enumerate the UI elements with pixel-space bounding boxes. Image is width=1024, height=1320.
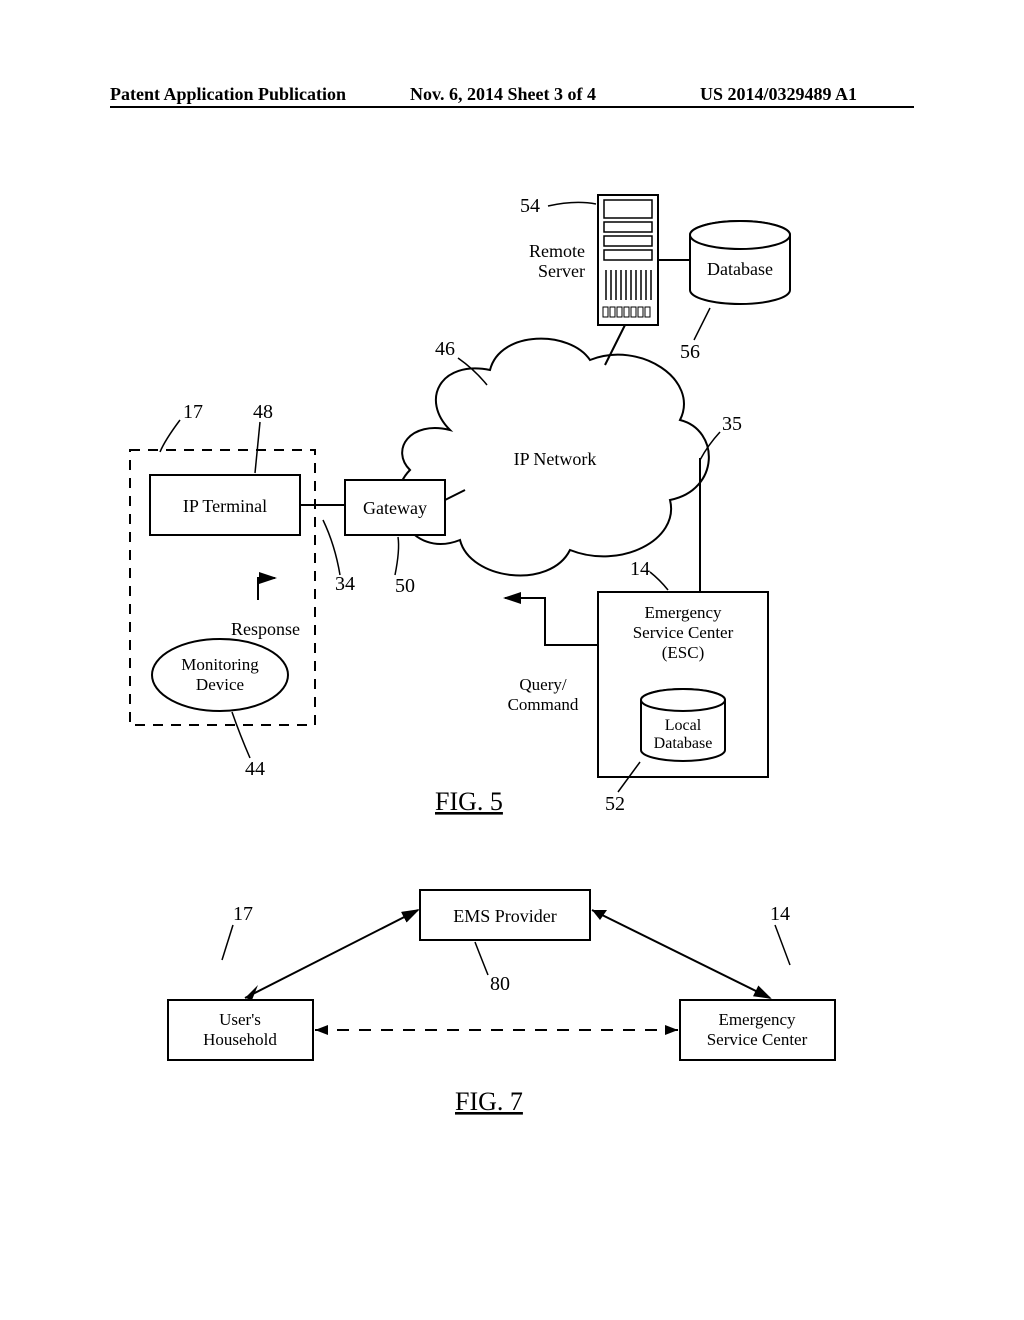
ref-44-leader	[232, 712, 250, 758]
remote-server-label-1: Remote	[529, 241, 585, 261]
ref-14b: 14	[770, 903, 790, 925]
esc7-label-2: Service Center	[707, 1030, 808, 1049]
ref-80-leader	[475, 942, 488, 975]
ip-terminal-label: IP Terminal	[183, 496, 267, 516]
ems-esc-head2	[592, 910, 607, 920]
ref-14: 14	[630, 558, 650, 580]
local-db: Local Database	[641, 689, 725, 761]
ems-esc-a	[592, 910, 770, 998]
ems-label: EMS Provider	[453, 906, 557, 926]
response-arrow	[258, 578, 275, 600]
fig5-svg: IP Network 46	[0, 0, 1024, 1320]
ref-34: 34	[335, 573, 355, 595]
ref-56: 56	[680, 341, 700, 363]
ref-80: 80	[490, 973, 510, 995]
query-arrow	[505, 598, 598, 645]
ref-48: 48	[253, 401, 273, 423]
page: Patent Application Publication Nov. 6, 2…	[0, 0, 1024, 1320]
remote-server-label-2: Server	[538, 261, 585, 281]
ref-50-leader	[395, 537, 399, 575]
fig5-title: FIG. 5	[435, 787, 503, 816]
ref-17b-leader	[222, 925, 233, 960]
ref-48-leader	[255, 422, 260, 473]
esc-label-2: Service Center	[633, 623, 734, 642]
esc7-label-1: Emergency	[718, 1010, 796, 1029]
ref-34-leader	[323, 520, 340, 575]
ref-35: 35	[722, 413, 742, 435]
ref-17-leader	[160, 420, 180, 452]
local-db-label-1: Local	[665, 717, 702, 734]
ip-network-label: IP Network	[514, 449, 597, 469]
fig7-title: FIG. 7	[455, 1087, 523, 1116]
ref-56-leader	[694, 308, 710, 340]
ref-17: 17	[183, 401, 203, 423]
gateway-label: Gateway	[363, 498, 427, 518]
esc-label-1: Emergency	[644, 603, 722, 622]
ref-52: 52	[605, 793, 625, 815]
query-label-2: Command	[508, 695, 579, 714]
ref-46: 46	[435, 338, 455, 360]
local-db-label-2: Database	[654, 735, 713, 752]
esc-label-3: (ESC)	[662, 643, 705, 662]
ref-14-leader	[650, 572, 668, 590]
remote-server: Remote Server	[529, 195, 658, 325]
monitoring-label-2: Device	[196, 675, 244, 694]
ref-44: 44	[245, 758, 265, 780]
database: Database	[690, 221, 790, 304]
ref-50: 50	[395, 575, 415, 597]
ref-17b: 17	[233, 903, 253, 925]
hh-esc-head1	[315, 1025, 328, 1035]
monitoring-label-1: Monitoring	[181, 655, 259, 674]
query-label-1: Query/	[519, 675, 566, 694]
ref-54-leader	[548, 202, 596, 206]
response-label: Response	[231, 619, 300, 639]
hh-esc-head2	[665, 1025, 678, 1035]
database-label: Database	[707, 259, 773, 279]
household-label-1: User's	[219, 1010, 261, 1029]
household-label-2: Household	[203, 1030, 277, 1049]
ip-network-cloud: IP Network	[398, 339, 709, 576]
ref-54: 54	[520, 195, 540, 217]
ref-14b-leader	[775, 925, 790, 965]
